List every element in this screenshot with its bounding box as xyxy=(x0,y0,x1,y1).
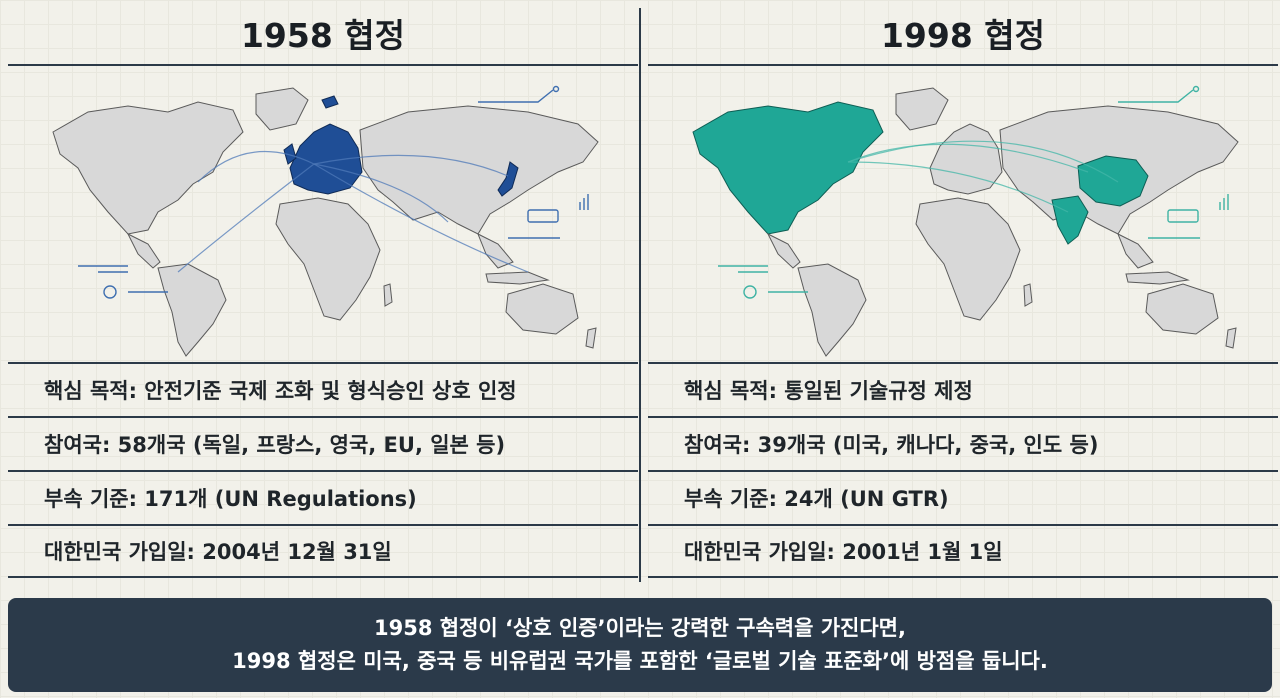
summary-line-2: 1998 협정은 미국, 중국 등 비유럽권 국가를 포함한 ‘글로벌 기술 표… xyxy=(232,649,1048,673)
asia xyxy=(359,105,599,235)
europe xyxy=(929,123,1003,195)
title-underline xyxy=(8,64,638,66)
africa xyxy=(915,197,1021,321)
central-america xyxy=(766,232,801,269)
world-map-svg-1958 xyxy=(52,85,599,357)
new-zealand xyxy=(585,327,597,349)
north-america-highlight xyxy=(692,101,884,235)
south-america xyxy=(797,263,867,357)
info-rows-1958: 핵심 목적: 안전기준 국제 조화 및 형식승인 상호 인정 참여국: 58개국… xyxy=(8,362,638,578)
arc-4 xyxy=(177,163,315,273)
summary-banner: 1958 협정이 ‘상호 인증’이라는 강력한 구속력을 가진다면, 1998 … xyxy=(8,598,1272,692)
row-regulations: 부속 기준: 24개 (UN GTR) xyxy=(648,470,1278,524)
center-divider xyxy=(639,8,641,582)
world-map-1958 xyxy=(8,72,638,360)
indonesia xyxy=(485,271,550,285)
decor-lines xyxy=(718,85,1229,299)
panel-title-1958: 1958 협정 xyxy=(240,16,406,55)
madagascar xyxy=(383,283,393,307)
new-zealand xyxy=(1225,327,1237,349)
row-regulations: 부속 기준: 171개 (UN Regulations) xyxy=(8,470,638,524)
panel-title-1998: 1998 협정 xyxy=(880,16,1046,55)
row-purpose: 핵심 목적: 안전기준 국제 조화 및 형식승인 상호 인정 xyxy=(8,362,638,416)
india-highlight xyxy=(1051,195,1089,245)
arc-5 xyxy=(313,163,529,273)
panel-1958-agreement: 1958 협정 xyxy=(8,0,638,584)
greenland xyxy=(895,87,949,131)
arc-1 xyxy=(197,150,315,183)
africa xyxy=(275,197,381,321)
world-map-svg-1998 xyxy=(692,85,1239,357)
row-members: 참여국: 58개국 (독일, 프랑스, 영국, EU, 일본 등) xyxy=(8,416,638,470)
southeast-asia xyxy=(477,232,514,269)
panel-1998-agreement: 1998 협정 xyxy=(648,0,1278,584)
europe-highlight xyxy=(289,123,363,195)
uk-highlight xyxy=(283,143,297,165)
arc-3 xyxy=(847,140,1119,183)
greenland xyxy=(255,87,309,131)
southeast-asia xyxy=(1117,232,1154,269)
arc-1 xyxy=(847,143,1089,173)
south-america xyxy=(157,263,227,357)
indonesia xyxy=(1125,271,1190,285)
row-purpose: 핵심 목적: 통일된 기술규정 제정 xyxy=(648,362,1278,416)
china-highlight xyxy=(1077,155,1149,207)
north-america xyxy=(52,101,244,235)
world-map-1998 xyxy=(648,72,1278,360)
decor-lines xyxy=(78,85,589,299)
summary-line-1: 1958 협정이 ‘상호 인증’이라는 강력한 구속력을 가진다면, xyxy=(374,616,906,640)
iceland-highlight xyxy=(321,95,339,109)
info-rows-1998: 핵심 목적: 통일된 기술규정 제정 참여국: 39개국 (미국, 캐나다, 중… xyxy=(648,362,1278,578)
madagascar xyxy=(1023,283,1033,307)
arc-2 xyxy=(313,154,509,177)
japan-highlight xyxy=(497,161,519,197)
australia xyxy=(1145,283,1219,335)
row-korea-join-date: 대한민국 가입일: 2004년 12월 31일 xyxy=(8,524,638,578)
central-america xyxy=(126,232,161,269)
row-korea-join-date: 대한민국 가입일: 2001년 1월 1일 xyxy=(648,524,1278,578)
australia xyxy=(505,283,579,335)
arc-2 xyxy=(847,161,1069,213)
row-members: 참여국: 39개국 (미국, 캐나다, 중국, 인도 등) xyxy=(648,416,1278,470)
arc-3 xyxy=(313,163,449,223)
title-underline xyxy=(648,64,1278,66)
